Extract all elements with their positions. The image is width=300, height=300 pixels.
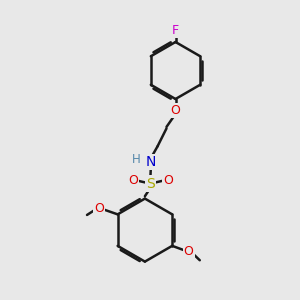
Text: H: H: [131, 153, 140, 166]
Text: F: F: [172, 23, 179, 37]
Text: O: O: [184, 245, 194, 258]
Text: O: O: [171, 104, 180, 117]
Text: O: O: [94, 202, 104, 215]
Text: O: O: [163, 174, 172, 187]
Text: O: O: [128, 174, 138, 187]
Text: S: S: [146, 177, 155, 190]
Text: N: N: [146, 155, 156, 169]
